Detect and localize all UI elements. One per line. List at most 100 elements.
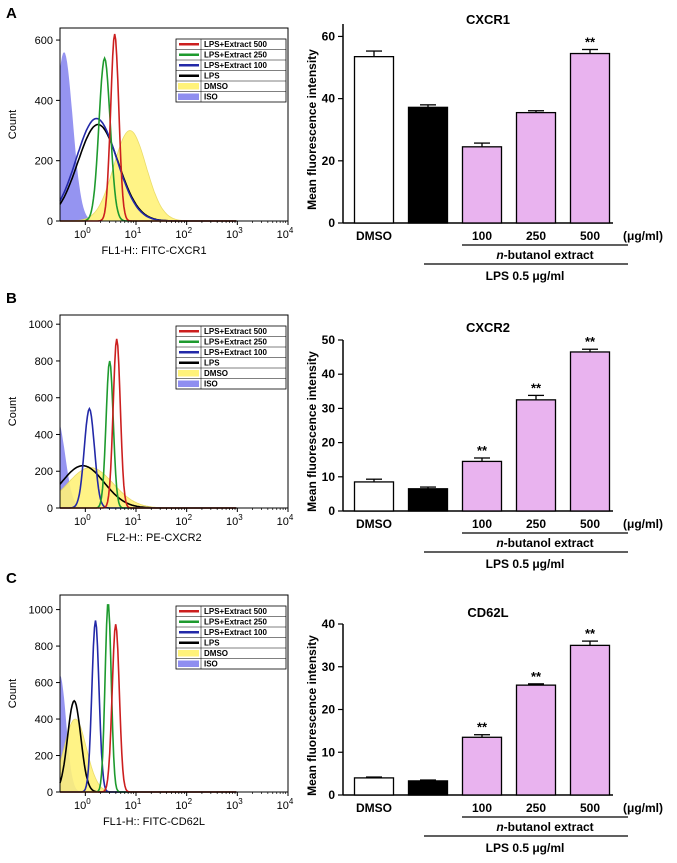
histogram-ytick-label: 400 — [35, 714, 53, 726]
legend-label: LPS+Extract 500 — [204, 40, 267, 49]
histogram-ytick-label: 200 — [35, 466, 53, 478]
xtick-exp: 1 — [137, 513, 142, 522]
bar-ytick-label: 10 — [322, 470, 336, 484]
bar-extract-500 — [569, 351, 611, 512]
histogram-ytick-label: 1000 — [29, 605, 53, 617]
xtick-base: 10 — [175, 800, 187, 812]
histogram-xtick-label: 102 — [175, 797, 192, 812]
extract-label: n-butanol extract — [496, 820, 593, 834]
xtick-base: 10 — [277, 229, 289, 241]
xtick-base: 10 — [74, 800, 86, 812]
xtick-base: 10 — [277, 800, 289, 812]
xtick-exp: 0 — [86, 513, 91, 522]
bar-category-label: 500 — [580, 801, 600, 815]
legend-label: LPS+Extract 250 — [204, 338, 267, 347]
histogram-ytick-label: 400 — [35, 429, 53, 441]
histogram-frame — [59, 594, 289, 793]
xtick-base: 10 — [125, 229, 137, 241]
bar-ylabel: Mean fluorescence intensity — [305, 635, 319, 796]
legend-label: ISO — [204, 380, 218, 389]
histogram-ytick-label: 400 — [35, 95, 53, 107]
bar-extract-500 — [569, 52, 611, 224]
legend-label: LPS+Extract 250 — [204, 618, 267, 627]
histogram-ytick-label: 1000 — [29, 319, 53, 331]
xtick-exp: 2 — [188, 797, 193, 806]
histogram-lps — [59, 699, 237, 793]
histogram-xtick-label: 101 — [125, 797, 142, 812]
extract-label-italic: n — [496, 248, 503, 262]
bar-ytick-label: 20 — [322, 154, 336, 168]
histogram-xtick-label: 104 — [277, 513, 294, 528]
bar-dmso — [353, 777, 395, 796]
histogram-xtick-label: 101 — [125, 513, 142, 528]
extract-label-rest: -butanol extract — [504, 248, 594, 262]
bar-category-label: 100 — [472, 517, 492, 531]
legend-label: LPS+Extract 100 — [204, 348, 267, 357]
histogram-dmso — [60, 130, 238, 222]
extract-label-italic: n — [496, 820, 503, 834]
xtick-exp: 0 — [86, 226, 91, 235]
significance-marker: ** — [585, 626, 596, 641]
histogram-xtick-label: 102 — [175, 226, 192, 241]
histogram-legend: LPS+Extract 500 LPS+Extract 250LPS+Extrac… — [175, 325, 287, 390]
xtick-base: 10 — [226, 800, 238, 812]
histogram-xlabel: FL2-H:: PE-CXCR2 — [106, 532, 201, 544]
bar-dmso — [353, 55, 395, 224]
histogram-ytick-label: 200 — [35, 156, 53, 168]
histogram-ytick-label: 0 — [47, 216, 53, 228]
bar-lps — [407, 106, 449, 224]
xtick-exp: 4 — [289, 226, 294, 235]
bar-category-label: 100 — [472, 229, 492, 243]
bar-extract-250 — [515, 111, 557, 224]
xtick-exp: 2 — [188, 513, 193, 522]
histogram-ytick-label: 0 — [47, 503, 53, 515]
bar-dmso — [353, 481, 395, 512]
bar-extract-100 — [461, 146, 503, 224]
legend-label: DMSO — [204, 369, 228, 378]
bar-extract-250 — [515, 399, 557, 512]
bar-extract-250 — [515, 684, 557, 796]
xtick-base: 10 — [74, 229, 86, 241]
units-label: (μg/ml) — [623, 229, 663, 243]
xtick-exp: 3 — [238, 797, 243, 806]
xtick-exp: 0 — [86, 797, 91, 806]
bar-category-label: 500 — [580, 517, 600, 531]
bar-ytick-label: 0 — [328, 216, 335, 230]
legend-label: LPS — [204, 359, 220, 368]
histogram-ytick-label: 600 — [35, 678, 53, 690]
bar-ytick-label: 30 — [322, 401, 336, 415]
histogram-ytick-label: 0 — [47, 787, 53, 799]
units-label: (μg/ml) — [623, 801, 663, 815]
significance-marker: ** — [531, 669, 542, 684]
xtick-exp: 1 — [137, 797, 142, 806]
bar-extract-100 — [461, 460, 503, 512]
bar-title: CD62L — [467, 605, 508, 620]
bar-category-label: DMSO — [356, 229, 392, 243]
histogram-frame — [59, 314, 289, 509]
legend-swatch-iso — [178, 93, 199, 100]
histogram-ytick-label: 800 — [35, 641, 53, 653]
histogram-legend: LPS+Extract 500 LPS+Extract 250LPS+Extrac… — [175, 38, 287, 103]
bar-category-label: DMSO — [356, 517, 392, 531]
legend-label: DMSO — [204, 649, 228, 658]
legend-swatch-dmso — [178, 650, 199, 657]
bar-ytick-label: 0 — [328, 788, 335, 802]
legend-label: LPS+Extract 100 — [204, 628, 267, 637]
histogram-ytick-label: 800 — [35, 356, 53, 368]
bar-category-label: 250 — [526, 801, 546, 815]
legend-label: LPS — [204, 72, 220, 81]
bar-ylabel: Mean fluorescence intensity — [305, 351, 319, 512]
legend-label: DMSO — [204, 82, 228, 91]
legend-label: ISO — [204, 660, 218, 669]
histogram-xlabel: FL1-H:: FITC-CD62L — [103, 816, 205, 828]
histogram-xtick-label: 100 — [74, 513, 91, 528]
bar-extract-500 — [569, 644, 611, 796]
histogram-dmso — [59, 467, 238, 509]
legend-swatch-iso — [178, 660, 199, 667]
bar-lps — [407, 780, 449, 796]
xtick-base: 10 — [125, 800, 137, 812]
